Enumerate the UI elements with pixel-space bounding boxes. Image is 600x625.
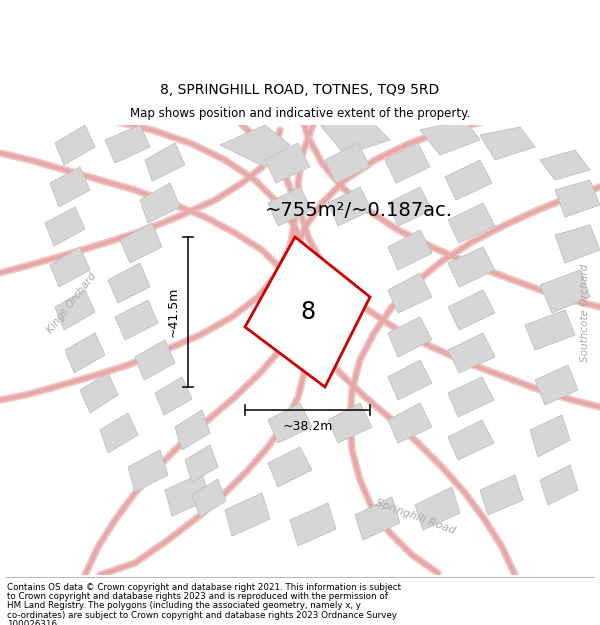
- Polygon shape: [268, 187, 312, 226]
- Polygon shape: [480, 475, 523, 515]
- Polygon shape: [355, 497, 400, 540]
- Polygon shape: [555, 180, 600, 217]
- Polygon shape: [128, 450, 168, 492]
- Polygon shape: [385, 143, 430, 183]
- Polygon shape: [388, 230, 432, 270]
- Polygon shape: [65, 333, 105, 373]
- Polygon shape: [448, 247, 495, 287]
- Polygon shape: [268, 447, 312, 487]
- Polygon shape: [50, 167, 90, 207]
- Polygon shape: [540, 270, 590, 313]
- Text: 8, SPRINGHILL ROAD, TOTNES, TQ9 5RD: 8, SPRINGHILL ROAD, TOTNES, TQ9 5RD: [160, 83, 440, 97]
- Polygon shape: [530, 415, 570, 457]
- Polygon shape: [320, 120, 390, 155]
- Polygon shape: [328, 403, 372, 443]
- Polygon shape: [448, 203, 495, 243]
- Polygon shape: [448, 377, 494, 417]
- Polygon shape: [115, 300, 158, 340]
- Polygon shape: [448, 333, 495, 373]
- Polygon shape: [328, 187, 372, 226]
- Polygon shape: [192, 479, 226, 517]
- Text: Springhill Road: Springhill Road: [374, 498, 457, 536]
- Polygon shape: [175, 410, 210, 450]
- Text: Southcote Orchard: Southcote Orchard: [580, 264, 590, 362]
- Polygon shape: [135, 340, 175, 380]
- Polygon shape: [325, 143, 370, 183]
- Text: co-ordinates) are subject to Crown copyright and database rights 2023 Ordnance S: co-ordinates) are subject to Crown copyr…: [7, 611, 397, 620]
- Polygon shape: [445, 160, 492, 200]
- Polygon shape: [388, 317, 432, 357]
- Polygon shape: [45, 207, 85, 246]
- Polygon shape: [388, 273, 432, 313]
- Polygon shape: [80, 373, 118, 413]
- Polygon shape: [265, 143, 310, 183]
- Polygon shape: [105, 125, 150, 163]
- Polygon shape: [540, 150, 590, 180]
- Polygon shape: [555, 225, 600, 263]
- Text: Kings Orchard: Kings Orchard: [46, 271, 98, 335]
- Polygon shape: [55, 290, 95, 330]
- Text: ~41.5m: ~41.5m: [167, 287, 180, 338]
- Polygon shape: [145, 143, 185, 181]
- Polygon shape: [100, 413, 138, 453]
- Polygon shape: [388, 187, 432, 226]
- Polygon shape: [50, 247, 90, 287]
- Polygon shape: [480, 127, 535, 160]
- Text: 8: 8: [301, 300, 316, 324]
- Polygon shape: [225, 493, 270, 536]
- Text: Map shows position and indicative extent of the property.: Map shows position and indicative extent…: [130, 107, 470, 121]
- Polygon shape: [120, 223, 162, 263]
- Polygon shape: [140, 183, 180, 223]
- Polygon shape: [535, 365, 578, 405]
- Text: ~38.2m: ~38.2m: [283, 420, 332, 433]
- Text: 100026316.: 100026316.: [7, 620, 60, 625]
- Polygon shape: [165, 473, 210, 516]
- Polygon shape: [448, 290, 495, 330]
- Polygon shape: [245, 237, 370, 387]
- Polygon shape: [185, 445, 218, 482]
- Polygon shape: [415, 487, 460, 530]
- Text: HM Land Registry. The polygons (including the associated geometry, namely x, y: HM Land Registry. The polygons (includin…: [7, 601, 361, 611]
- Polygon shape: [155, 377, 192, 415]
- Polygon shape: [540, 465, 578, 505]
- Text: ~755m²/~0.187ac.: ~755m²/~0.187ac.: [265, 201, 453, 219]
- Polygon shape: [55, 125, 95, 165]
- Polygon shape: [448, 420, 494, 460]
- Polygon shape: [388, 360, 432, 400]
- Polygon shape: [388, 403, 432, 443]
- Polygon shape: [420, 120, 480, 155]
- Polygon shape: [220, 125, 290, 167]
- Text: to Crown copyright and database rights 2023 and is reproduced with the permissio: to Crown copyright and database rights 2…: [7, 592, 388, 601]
- Polygon shape: [268, 403, 312, 443]
- Text: Contains OS data © Crown copyright and database right 2021. This information is : Contains OS data © Crown copyright and d…: [7, 583, 401, 592]
- Polygon shape: [525, 310, 575, 350]
- Polygon shape: [108, 263, 150, 303]
- Polygon shape: [290, 503, 336, 546]
